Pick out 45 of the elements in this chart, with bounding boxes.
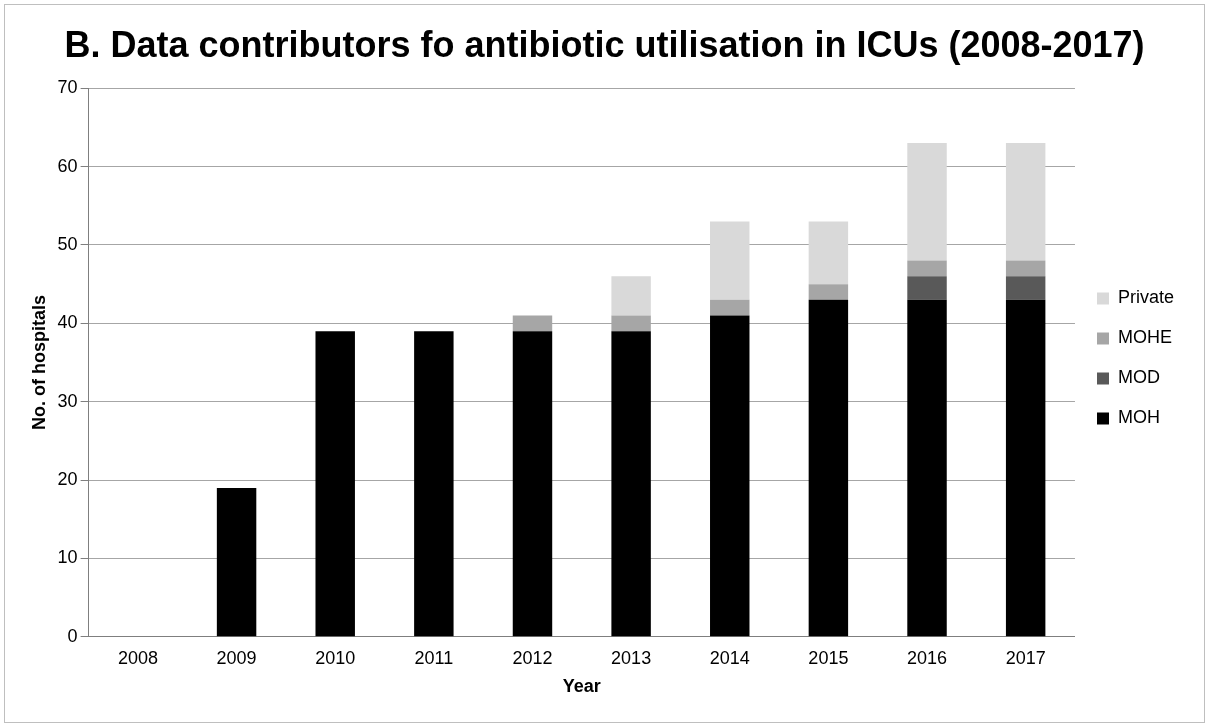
x-tick-label: 2016 bbox=[907, 647, 948, 668]
bar bbox=[808, 284, 849, 300]
bar bbox=[907, 276, 947, 300]
x-tick-label: 2011 bbox=[414, 647, 454, 668]
bar bbox=[611, 331, 651, 637]
y-axis-title: No. of hospitals bbox=[28, 295, 49, 430]
legend-label: MOD bbox=[1117, 367, 1160, 388]
bar bbox=[315, 331, 355, 637]
bar bbox=[512, 331, 553, 637]
x-tick-label: 2013 bbox=[611, 647, 652, 668]
bar bbox=[1005, 299, 1046, 637]
bar bbox=[710, 299, 750, 316]
y-tick-label: 30 bbox=[57, 390, 78, 411]
bar bbox=[1005, 143, 1046, 261]
y-tick-label: 10 bbox=[57, 547, 78, 568]
bar bbox=[611, 276, 651, 316]
chart-title: B. Data contributors fo antibiotic utilisation in ICUs (2008-2017) bbox=[64, 23, 1145, 65]
bar bbox=[414, 331, 454, 637]
y-tick-label: 50 bbox=[57, 233, 78, 254]
legend-label: Private bbox=[1117, 287, 1175, 308]
legend-label: MOHE bbox=[1117, 327, 1172, 348]
bar bbox=[907, 260, 947, 277]
x-tick-label: 2015 bbox=[808, 647, 849, 668]
y-tick-label: 0 bbox=[67, 625, 78, 646]
x-tick-label: 2010 bbox=[315, 647, 356, 668]
bar bbox=[808, 221, 849, 285]
y-tick-label: 20 bbox=[57, 469, 78, 490]
y-tick-label: 60 bbox=[57, 155, 78, 176]
x-tick-label: 2008 bbox=[117, 647, 158, 668]
bar bbox=[808, 299, 849, 637]
legend-label: MOH bbox=[1117, 407, 1160, 428]
x-tick-label: 2017 bbox=[1005, 647, 1046, 668]
bar bbox=[216, 487, 257, 637]
x-axis-title: Year bbox=[562, 676, 601, 697]
x-tick-label: 2012 bbox=[512, 647, 553, 668]
x-tick-label: 2009 bbox=[216, 647, 257, 668]
bar bbox=[710, 315, 750, 637]
y-tick-label: 70 bbox=[57, 77, 78, 98]
y-tick-label: 40 bbox=[57, 312, 78, 333]
x-tick-label: 2014 bbox=[709, 647, 750, 668]
bar bbox=[1005, 260, 1046, 277]
bar bbox=[907, 299, 947, 637]
bar bbox=[907, 143, 947, 261]
bar bbox=[1005, 276, 1046, 300]
bar bbox=[710, 221, 750, 300]
